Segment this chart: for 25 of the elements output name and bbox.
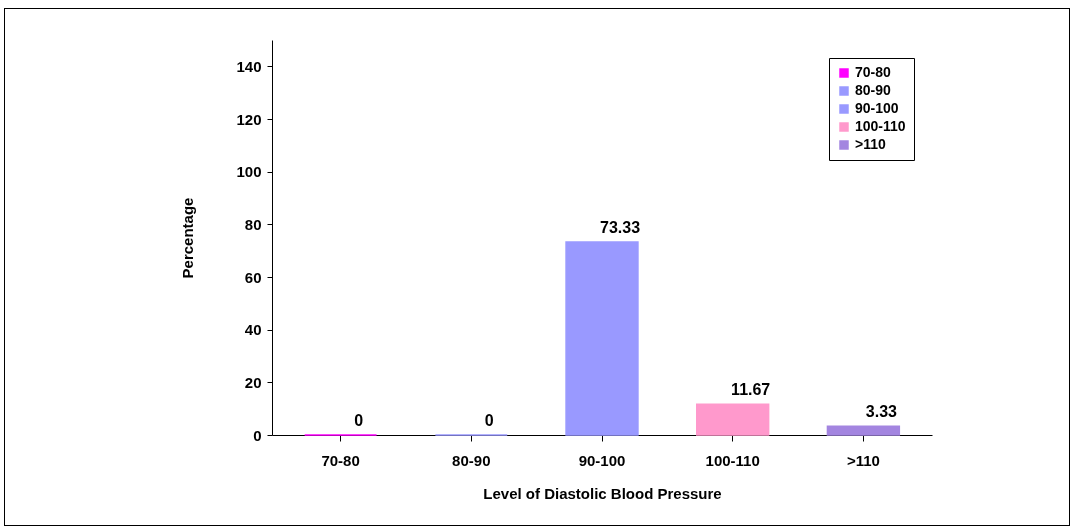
y-tick-label: 60 — [244, 268, 262, 286]
legend-label: 70-80 — [855, 64, 892, 80]
data-label: 0 — [484, 412, 494, 429]
x-tick-label: 90-100 — [578, 451, 626, 469]
y-tick-label: 20 — [244, 373, 262, 391]
y-tick-label: 120 — [236, 110, 262, 128]
x-tick-label: 70-80 — [321, 451, 360, 469]
legend-label: >110 — [855, 136, 886, 152]
data-label: 11.67 — [731, 381, 771, 399]
data-label: 0 — [354, 412, 364, 429]
legend-label: 80-90 — [855, 82, 892, 98]
y-tick-label: 100 — [236, 163, 262, 181]
legend-label: 90-100 — [855, 100, 899, 116]
data-label: 73.33 — [599, 218, 641, 236]
y-tick-label: 0 — [253, 426, 262, 444]
y-tick-label: 80 — [244, 215, 262, 233]
legend-label: 100-110 — [855, 118, 906, 134]
x-tick-label: 100-110 — [705, 451, 760, 469]
y-axis-title: Percentage — [179, 197, 197, 279]
data-label: 3.33 — [865, 403, 898, 421]
x-tick-label: 80-90 — [452, 451, 491, 469]
y-tick-label: 140 — [236, 57, 262, 75]
y-tick-label: 40 — [244, 321, 262, 339]
x-axis-title: Level of Diastolic Blood Pressure — [483, 484, 722, 502]
x-tick-label: >110 — [846, 451, 880, 469]
